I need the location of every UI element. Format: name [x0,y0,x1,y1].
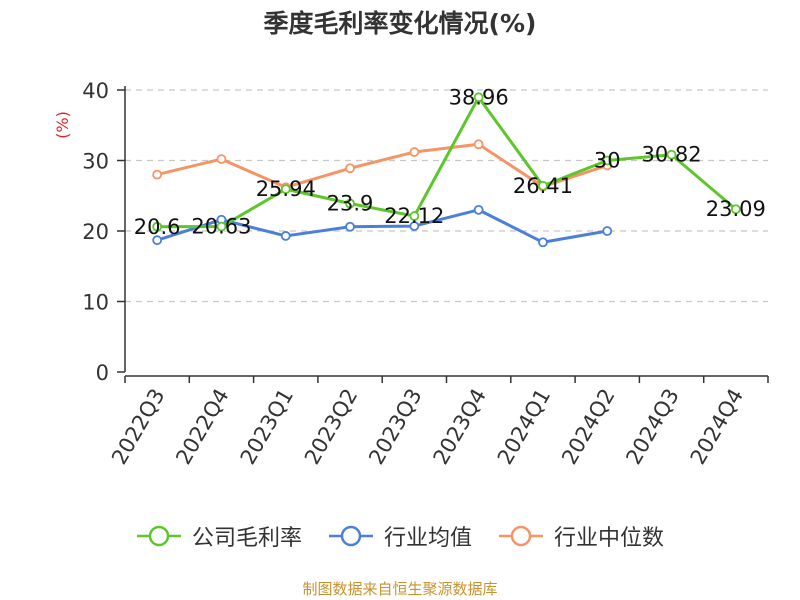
y-tick-label: 30 [82,150,109,174]
series-line [156,142,608,189]
x-tick-label: 2022Q4 [171,385,233,469]
data-point [473,92,484,103]
data-point [602,226,613,236]
legend-item[interactable]: 行业均值 [328,520,472,552]
legend: 公司毛利率 行业均值 行业中位数 [0,520,800,552]
data-point [216,154,227,164]
data-point [473,139,484,150]
data-label: 26.41 [513,174,573,198]
data-point [473,204,484,215]
data-point [152,221,163,232]
data-point [602,155,613,166]
data-label: 20.6 [134,215,181,239]
legend-label: 行业中位数 [554,526,665,551]
x-tick-label: 2023Q4 [429,385,491,469]
data-label: 20.63 [191,215,251,239]
x-tick-label: 2024Q3 [621,385,683,469]
x-tick-label: 2022Q3 [107,385,169,469]
data-label: 22.12 [384,204,444,228]
data-point [345,198,355,209]
data-point [216,221,227,232]
x-tick-label: 2023Q1 [236,385,298,469]
data-label: 25.94 [256,177,316,201]
data-point [538,180,548,191]
legend-label: 行业均值 [383,526,472,551]
data-point [280,231,291,241]
x-tick-label: 2023Q2 [300,385,362,469]
series-line [157,95,737,229]
data-label: 30.82 [641,143,701,167]
source-note: 制图数据来自恒生聚源数据库 [302,580,498,598]
data-point [730,204,741,215]
x-tick-label: 2023Q3 [364,385,426,469]
x-tick-label: 2024Q1 [493,385,555,469]
data-point [538,237,548,248]
data-point [152,235,163,246]
legend-label: 公司毛利率 [191,526,302,551]
data-point [345,221,355,232]
legend-marker-icon [328,525,373,547]
data-label: 23.09 [706,197,766,221]
data-point [409,221,420,231]
grid-layer [125,89,768,303]
data-label: 23.9 [327,192,374,216]
legend-marker-icon [136,525,181,547]
data-point [152,169,163,180]
data-point [666,149,677,160]
data-label: 30 [594,149,621,173]
series-line [156,208,608,244]
data-point [409,147,420,157]
chart-title: 季度毛利率变化情况(%) [263,9,537,38]
data-point [409,211,420,221]
y-tick-label: 0 [96,361,109,385]
legend-item[interactable]: 行业中位数 [498,520,664,552]
data-point [280,184,291,195]
y-tick-label: 40 [82,79,109,103]
y-tick-label: 10 [82,291,109,315]
y-tick-label: 20 [82,220,109,244]
series-layer [152,92,741,248]
y-axis-label: (%) [53,111,72,139]
data-label: 38.96 [449,85,509,109]
legend-marker-icon [499,525,543,547]
data-point [345,163,355,174]
legend-item[interactable]: 公司毛利率 [136,520,302,552]
x-tick-label: 2024Q2 [557,385,619,469]
x-tick-label: 2024Q4 [686,385,748,469]
